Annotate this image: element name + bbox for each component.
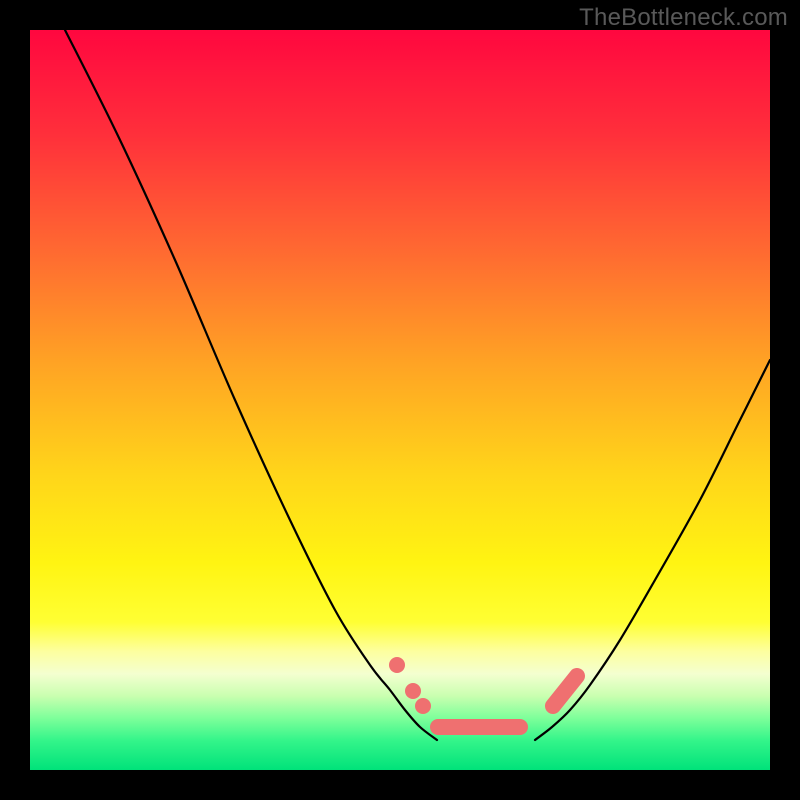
marker-right-capsule xyxy=(553,676,577,706)
chart-stage: TheBottleneck.com xyxy=(0,0,800,800)
watermark-text: TheBottleneck.com xyxy=(579,4,788,32)
marker-dot-1 xyxy=(405,683,421,699)
marker-dot-0 xyxy=(389,657,405,673)
curve-left xyxy=(65,30,437,740)
chart-overlay-svg xyxy=(0,0,800,800)
marker-dot-2 xyxy=(415,698,431,714)
